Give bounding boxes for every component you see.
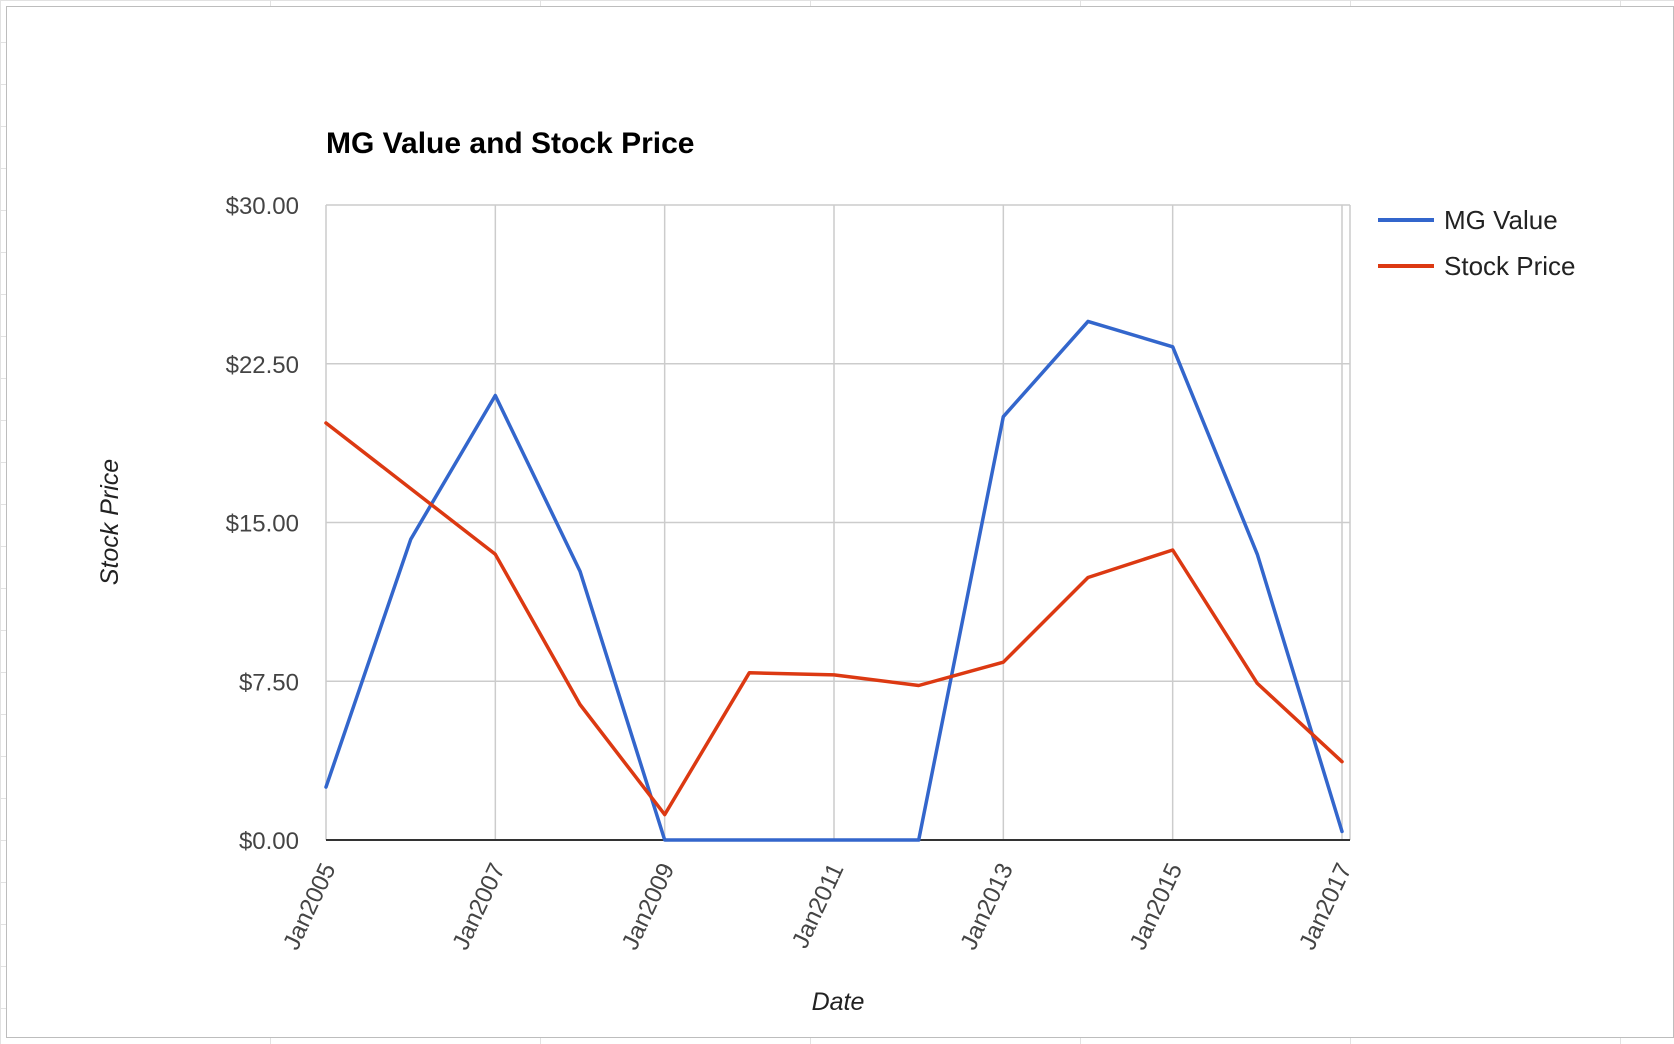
gridlines: [325, 204, 1351, 840]
y-tick-label: $7.50: [239, 669, 299, 696]
data-point[interactable]: [1167, 544, 1179, 556]
series-line-1[interactable]: [324, 421, 1344, 817]
data-point[interactable]: [1082, 572, 1094, 584]
data-point[interactable]: [997, 411, 1009, 423]
y-axis-title: Stock Price: [96, 459, 124, 585]
data-point[interactable]: [574, 565, 586, 577]
data-point[interactable]: [743, 667, 755, 679]
data-point[interactable]: [659, 809, 671, 821]
data-point[interactable]: [1167, 341, 1179, 353]
chart-title: MG Value and Stock Price: [326, 127, 694, 160]
data-point[interactable]: [320, 781, 332, 793]
x-tick-label: Jan2005: [278, 859, 341, 954]
series-line-0[interactable]: [324, 319, 1344, 842]
y-tick-label: $15.00: [226, 511, 299, 538]
data-point[interactable]: [489, 390, 501, 402]
data-point[interactable]: [997, 656, 1009, 668]
x-tick-label: Jan2013: [955, 859, 1018, 954]
x-tick-label: Jan2015: [1125, 859, 1188, 954]
data-point[interactable]: [1336, 756, 1348, 768]
data-point[interactable]: [1251, 677, 1263, 689]
data-point[interactable]: [1082, 315, 1094, 327]
data-point[interactable]: [743, 834, 755, 846]
data-point[interactable]: [913, 679, 925, 691]
data-point[interactable]: [828, 834, 840, 846]
data-point[interactable]: [405, 483, 417, 495]
x-tick-label: Jan2007: [447, 859, 510, 954]
y-tick-label: $22.50: [226, 352, 299, 379]
legend-label: MG Value: [1444, 205, 1558, 235]
data-point[interactable]: [405, 533, 417, 545]
data-point[interactable]: [1336, 826, 1348, 838]
data-point[interactable]: [659, 834, 671, 846]
data-point[interactable]: [574, 699, 586, 711]
legend-label: Stock Price: [1444, 251, 1576, 281]
data-point[interactable]: [320, 417, 332, 429]
data-point[interactable]: [1251, 548, 1263, 560]
series-lines: [320, 315, 1348, 846]
x-tick-label: Jan2017: [1294, 859, 1357, 954]
data-point[interactable]: [913, 834, 925, 846]
x-axis-title: Date: [812, 988, 865, 1016]
y-tick-label: $0.00: [239, 828, 299, 855]
y-tick-label: $30.00: [226, 193, 299, 220]
data-point[interactable]: [489, 548, 501, 560]
x-tick-label: Jan2011: [787, 859, 850, 952]
legend[interactable]: MG Value Stock Price: [1378, 205, 1576, 281]
data-point[interactable]: [828, 669, 840, 681]
x-tick-label: Jan2009: [617, 859, 680, 954]
